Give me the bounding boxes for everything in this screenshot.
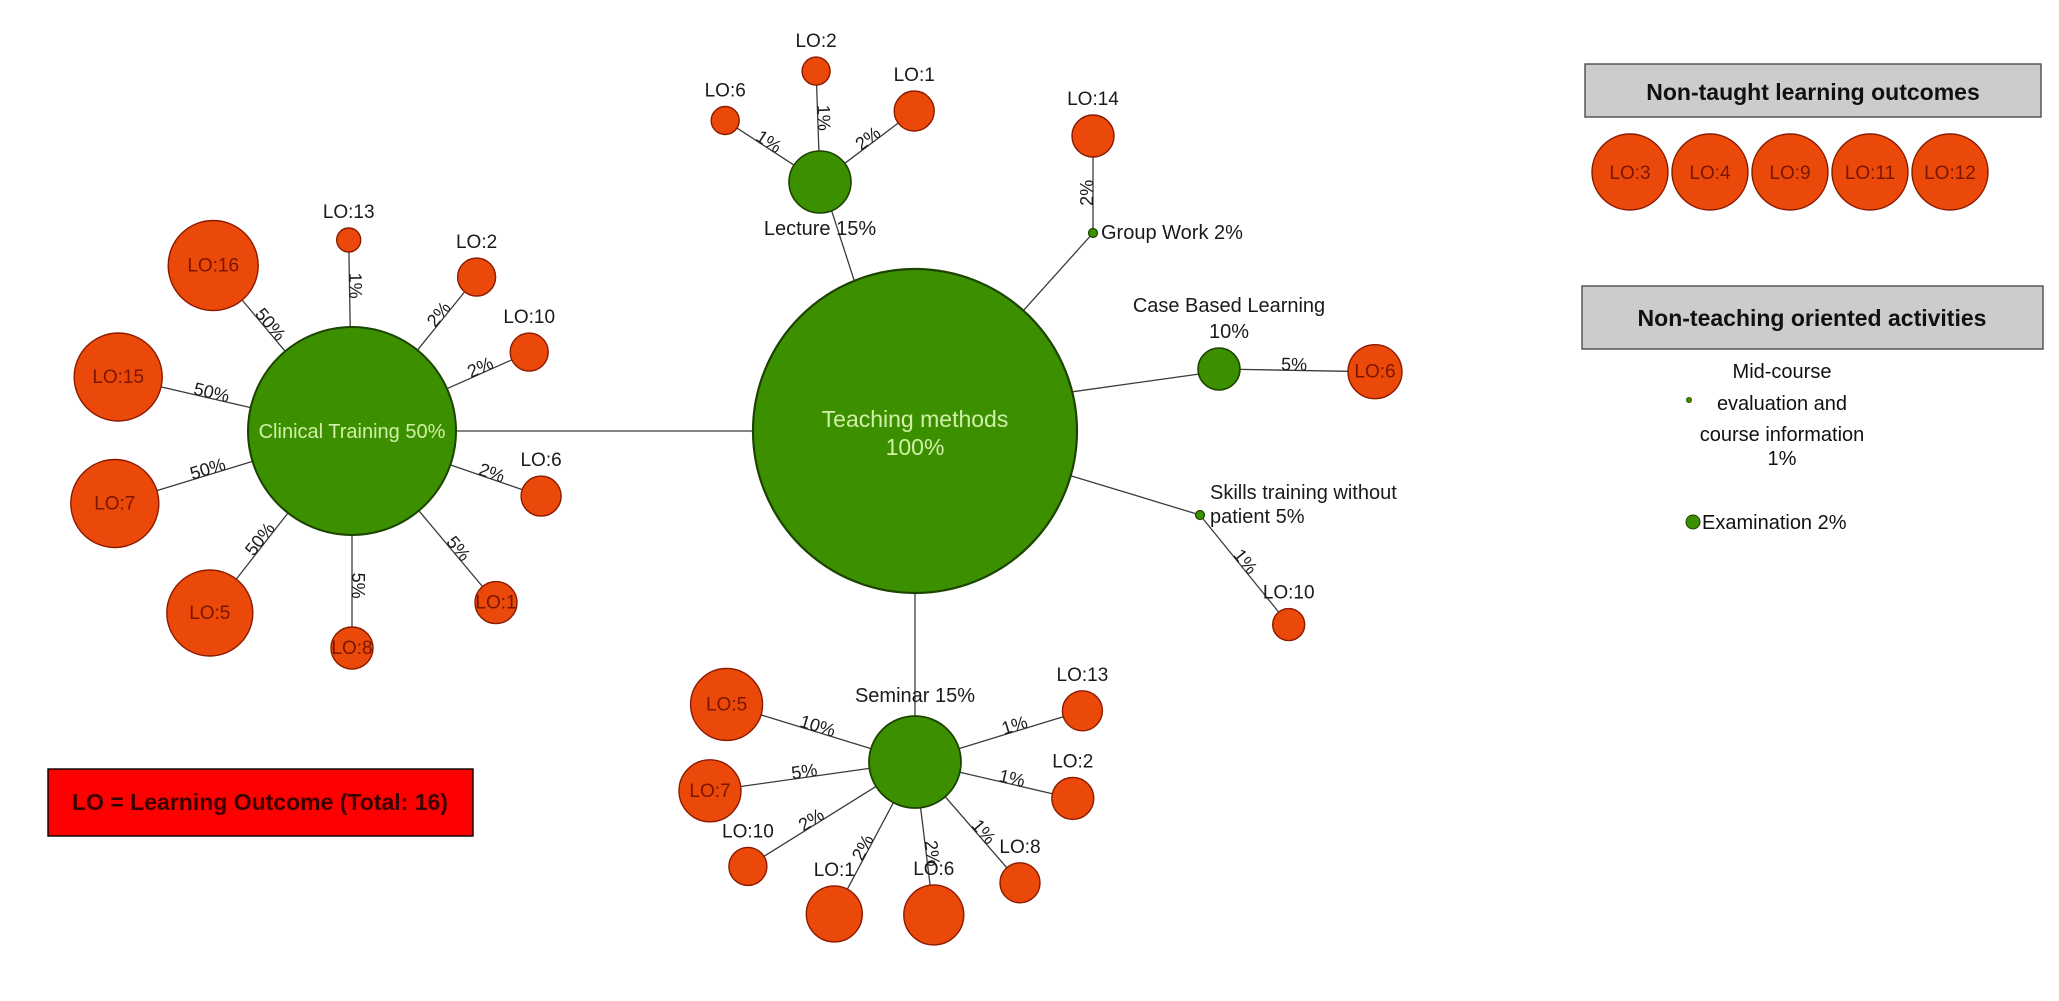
svg-text:Non-taught learning outcomes: Non-taught learning outcomes xyxy=(1646,79,1980,105)
svg-text:LO:13: LO:13 xyxy=(1057,665,1109,686)
svg-text:Non-teaching oriented activiti: Non-teaching oriented activities xyxy=(1638,305,1987,331)
svg-text:Seminar 15%: Seminar 15% xyxy=(855,685,975,707)
svg-text:5%: 5% xyxy=(348,573,368,599)
svg-text:course information: course information xyxy=(1700,424,1865,446)
svg-text:LO:8: LO:8 xyxy=(999,837,1040,858)
svg-text:2%: 2% xyxy=(1077,180,1097,206)
svg-text:1%: 1% xyxy=(1768,448,1797,470)
svg-text:Teaching methods: Teaching methods xyxy=(822,406,1009,432)
svg-text:LO:1: LO:1 xyxy=(814,860,855,881)
svg-text:LO:5: LO:5 xyxy=(706,694,747,715)
svg-text:LO:15: LO:15 xyxy=(92,367,144,388)
svg-text:Mid-course: Mid-course xyxy=(1733,361,1832,383)
svg-text:LO:1: LO:1 xyxy=(894,65,935,86)
svg-text:Skills training without: Skills training without xyxy=(1210,482,1397,504)
svg-text:LO:6: LO:6 xyxy=(1354,362,1395,383)
svg-text:LO:2: LO:2 xyxy=(1052,751,1093,772)
svg-text:1%: 1% xyxy=(813,104,834,131)
svg-text:LO:12: LO:12 xyxy=(1924,163,1976,184)
svg-text:LO:8: LO:8 xyxy=(331,638,372,659)
svg-text:LO = Learning Outcome (Total:: LO = Learning Outcome (Total: 16) xyxy=(72,789,448,815)
svg-text:LO:1: LO:1 xyxy=(475,593,516,614)
svg-text:LO:9: LO:9 xyxy=(1769,163,1810,184)
svg-text:Clinical Training 50%: Clinical Training 50% xyxy=(259,421,446,443)
svg-text:100%: 100% xyxy=(886,434,945,460)
svg-text:LO:6: LO:6 xyxy=(705,81,746,102)
svg-text:LO:4: LO:4 xyxy=(1689,163,1731,184)
svg-text:Group Work 2%: Group Work 2% xyxy=(1101,222,1243,244)
svg-text:2%: 2% xyxy=(921,839,944,867)
svg-text:LO:2: LO:2 xyxy=(795,31,836,52)
svg-text:LO:7: LO:7 xyxy=(94,494,135,515)
svg-text:LO:10: LO:10 xyxy=(1263,583,1315,604)
svg-text:LO:13: LO:13 xyxy=(323,202,375,223)
svg-text:LO:2: LO:2 xyxy=(456,232,497,253)
svg-text:5%: 5% xyxy=(790,760,819,783)
svg-text:LO:10: LO:10 xyxy=(722,821,774,842)
svg-text:patient 5%: patient 5% xyxy=(1210,506,1305,528)
svg-text:Lecture 15%: Lecture 15% xyxy=(764,218,877,240)
svg-text:LO:6: LO:6 xyxy=(520,450,561,471)
svg-text:5%: 5% xyxy=(1281,354,1307,374)
svg-text:LO:10: LO:10 xyxy=(503,307,555,328)
svg-text:1%: 1% xyxy=(345,273,365,299)
svg-text:LO:5: LO:5 xyxy=(189,603,230,624)
svg-text:LO:7: LO:7 xyxy=(689,781,730,802)
svg-text:Examination 2%: Examination 2% xyxy=(1702,512,1847,534)
svg-text:10%: 10% xyxy=(1209,321,1249,343)
svg-text:LO:14: LO:14 xyxy=(1067,89,1119,110)
svg-text:Case Based Learning: Case Based Learning xyxy=(1133,295,1325,317)
svg-text:evaluation and: evaluation and xyxy=(1717,393,1847,415)
svg-text:LO:3: LO:3 xyxy=(1609,163,1650,184)
svg-text:LO:11: LO:11 xyxy=(1845,163,1895,184)
svg-text:LO:16: LO:16 xyxy=(187,256,239,277)
